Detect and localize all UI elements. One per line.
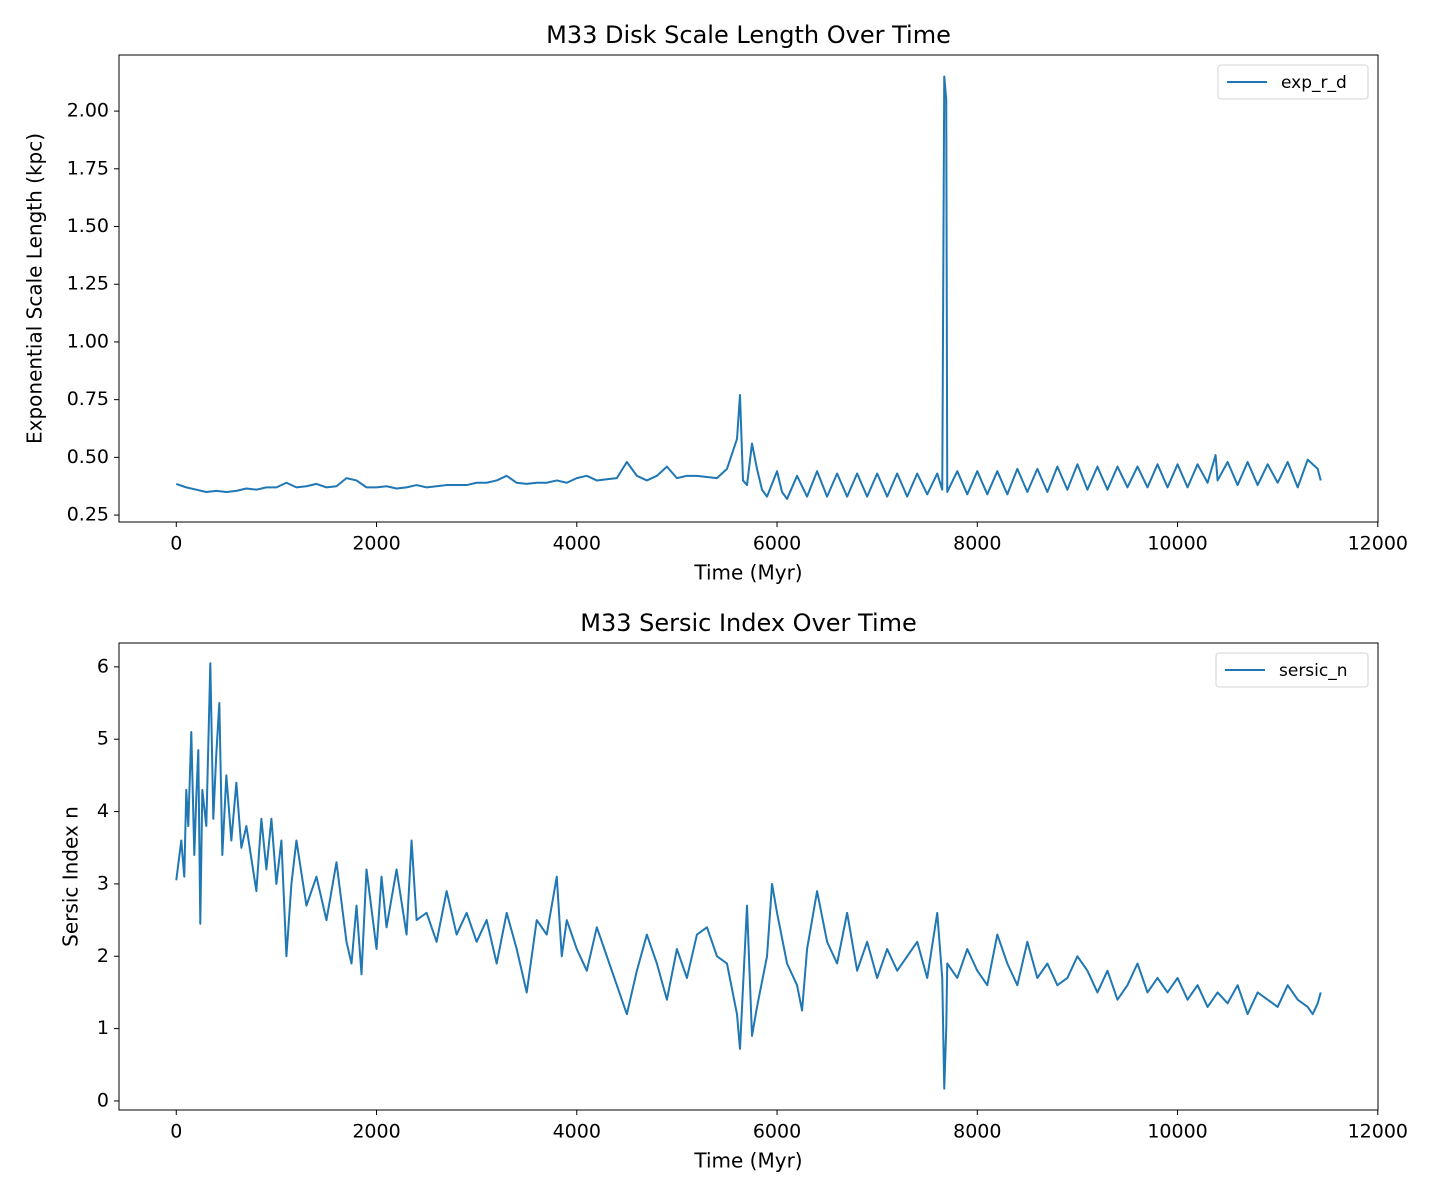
- x-tick-label: 2000: [352, 1121, 400, 1143]
- axes-frame: [118, 54, 1379, 523]
- y-tick-label: 0.50: [67, 446, 109, 468]
- y-tick-label: 0.25: [67, 504, 109, 526]
- x-tick-label: 10000: [1147, 1121, 1207, 1143]
- y-tick-label: 1.50: [67, 215, 109, 237]
- y-tick-label: 0.75: [67, 388, 109, 410]
- y-tick-label: 3: [97, 872, 109, 894]
- x-tick-label: 12000: [1348, 533, 1408, 555]
- axes-frame: [118, 642, 1379, 1111]
- legend-label: exp_r_d: [1281, 73, 1347, 93]
- y-tick-label: 5: [97, 728, 109, 750]
- x-tick-label: 8000: [953, 1121, 1001, 1143]
- y-tick-label: 6: [97, 655, 109, 677]
- y-tick-label: 2.00: [67, 100, 109, 122]
- y-tick-label: 1: [97, 1017, 109, 1039]
- data-line: [175, 75, 1322, 500]
- x-axis-label: Time (Myr): [693, 561, 802, 585]
- legend-label: sersic_n: [1279, 661, 1348, 681]
- x-axis-label: Time (Myr): [693, 1149, 802, 1173]
- y-tick-label: 1.00: [67, 330, 109, 352]
- x-tick-label: 0: [170, 1121, 182, 1143]
- y-axis-label: Sersic Index n: [59, 806, 83, 947]
- x-tick-label: 2000: [352, 533, 400, 555]
- data-line: [175, 662, 1322, 1090]
- x-tick-label: 0: [170, 533, 182, 555]
- x-tick-label: 6000: [753, 1121, 801, 1143]
- x-tick-label: 4000: [553, 1121, 601, 1143]
- y-tick-label: 2: [97, 945, 109, 967]
- x-tick-label: 6000: [753, 533, 801, 555]
- x-tick-label: 4000: [553, 533, 601, 555]
- chart-title: M33 Disk Scale Length Over Time: [546, 21, 951, 49]
- y-tick-label: 1.25: [67, 273, 109, 295]
- x-tick-label: 10000: [1147, 533, 1207, 555]
- y-axis-label: Exponential Scale Length (kpc): [23, 133, 47, 444]
- y-tick-label: 1.75: [67, 157, 109, 179]
- legend-box: [1215, 652, 1369, 688]
- x-tick-label: 12000: [1348, 1121, 1408, 1143]
- x-tick-label: 8000: [953, 533, 1001, 555]
- chart-title: M33 Sersic Index Over Time: [580, 609, 917, 637]
- y-tick-label: 4: [97, 800, 109, 822]
- y-tick-label: 0: [97, 1089, 109, 1111]
- legend-box: [1217, 64, 1369, 100]
